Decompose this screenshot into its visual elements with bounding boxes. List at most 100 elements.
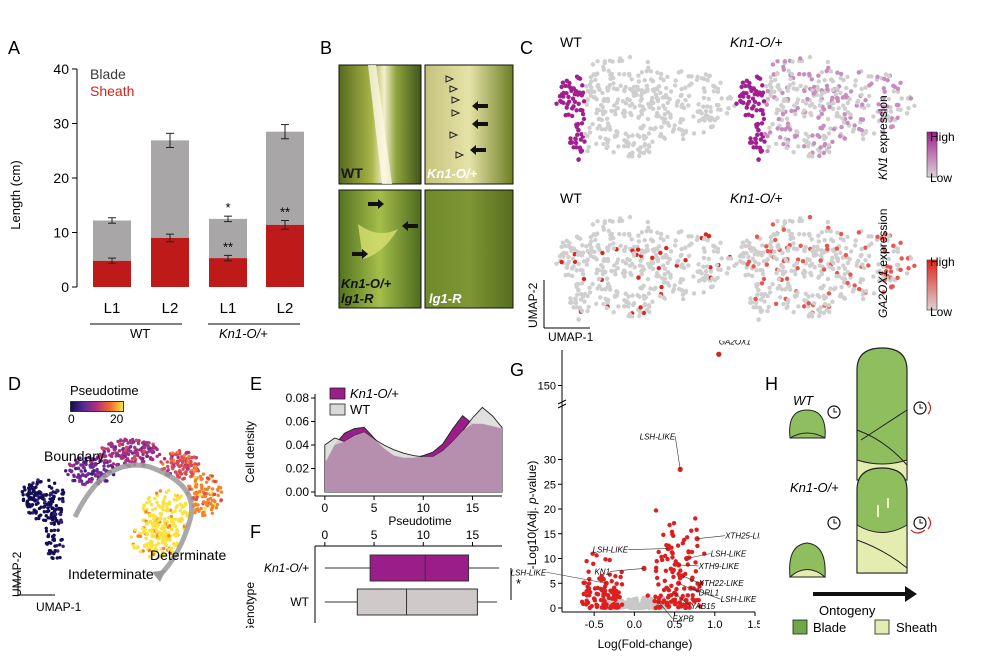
umap-cell — [758, 137, 764, 142]
umap-cell — [826, 143, 832, 148]
umap-cell — [581, 276, 587, 282]
umap-cell — [816, 73, 821, 78]
pseudotime-cell — [123, 448, 128, 453]
pseudotime-cell — [38, 513, 43, 517]
umap-cell — [672, 123, 677, 128]
umap-cell — [797, 56, 803, 61]
umap-cell — [644, 83, 650, 88]
pseudotime-cell — [194, 497, 198, 502]
umap-cell — [885, 78, 890, 83]
umap-cell — [651, 100, 656, 106]
umap-cell — [650, 255, 655, 261]
umap-cell — [815, 132, 820, 138]
umap-cell — [696, 262, 701, 267]
pseudotime-cell — [162, 457, 167, 461]
pseudotime-cell — [42, 504, 47, 509]
pseudotime-cell — [130, 456, 135, 461]
pseudotime-cell — [211, 504, 215, 508]
umap-cell — [587, 290, 593, 295]
pseudotime-cell — [141, 531, 145, 535]
umap-cell — [728, 256, 734, 261]
panel-h-letter: H — [765, 374, 778, 394]
umap-cell — [767, 290, 773, 295]
umap-cell — [791, 81, 796, 86]
pseudotime-cell — [72, 473, 76, 477]
umap-cell — [579, 308, 585, 314]
umap-cell — [647, 264, 652, 270]
umap-cell — [801, 72, 807, 77]
umap-cell — [786, 68, 791, 74]
umap-title-wt-1: WT — [560, 34, 582, 50]
umap-cell — [757, 305, 763, 310]
bar-sheath — [266, 224, 304, 287]
umap-cell — [662, 112, 667, 117]
umap-cell — [572, 259, 578, 265]
umap-cell — [711, 89, 717, 94]
ga2ox1-legend-title: GA2OX1 expression — [876, 208, 890, 318]
umap-cell — [595, 126, 600, 131]
umap-cell — [621, 108, 627, 113]
umap-cell — [810, 133, 815, 138]
umap-cell — [791, 263, 797, 268]
umap-cell — [781, 141, 786, 147]
umap-cell — [819, 230, 825, 235]
volcano-labeled-point — [641, 565, 647, 571]
bar-sheath — [93, 260, 131, 287]
umap-cell — [563, 243, 568, 249]
umap-cell — [580, 271, 586, 277]
umap-cell — [561, 250, 566, 256]
umap-cell — [686, 93, 692, 99]
umap-cell — [818, 309, 823, 315]
umap-cell — [617, 71, 622, 77]
umap-cell — [681, 105, 687, 111]
pseudotime-cell — [199, 483, 204, 487]
umap-cell — [817, 153, 822, 159]
umap-cell — [838, 250, 843, 256]
volcano-point-sig — [671, 574, 676, 580]
umap-cell — [601, 67, 606, 72]
pseudotime-cell — [172, 498, 177, 502]
umap-cell — [661, 237, 666, 243]
umap-cell — [848, 249, 854, 254]
umap-cell — [603, 287, 608, 292]
umap-cell — [782, 59, 788, 64]
umap-cell — [774, 71, 780, 77]
pseudotime-cell — [169, 461, 173, 465]
umap-cell — [836, 266, 842, 271]
pseudotime-cell — [159, 526, 164, 531]
umap-cell — [773, 141, 779, 147]
pseudotime-cell — [182, 453, 187, 458]
volcano-point-sig — [607, 557, 612, 563]
volcano-point-sig — [591, 561, 596, 567]
umap-cell — [587, 285, 592, 290]
umap-cell — [741, 250, 746, 256]
umap-cell — [566, 272, 571, 277]
umap-cell — [636, 239, 642, 244]
umap-cell — [621, 72, 627, 77]
pseudotime-cell — [153, 549, 157, 553]
umap-cell — [664, 85, 669, 91]
umap-cell — [821, 107, 827, 112]
pseudotime-cell — [142, 543, 147, 548]
umap-cell — [686, 253, 692, 259]
umap-cell — [858, 117, 864, 122]
umap-cell — [867, 83, 872, 88]
umap-cell — [809, 101, 815, 107]
umap-cell — [819, 111, 825, 117]
umap-cell — [753, 300, 759, 306]
umap-cell — [711, 243, 716, 249]
umap-cell — [895, 115, 900, 121]
pseudotime-cell — [166, 508, 170, 513]
umap-cell — [835, 230, 840, 235]
umap-cell — [866, 93, 872, 99]
pseudotime-cell — [167, 488, 171, 493]
umap-cell — [912, 103, 917, 109]
umap-cell — [792, 133, 798, 139]
volcano-point-sig — [695, 543, 700, 549]
pseudotime-cell — [149, 502, 154, 507]
umap-cell — [701, 255, 707, 261]
umap-cell — [881, 95, 887, 101]
pseudotime-cell — [21, 497, 26, 501]
g-x-tick-label: 0.5 — [667, 619, 682, 631]
